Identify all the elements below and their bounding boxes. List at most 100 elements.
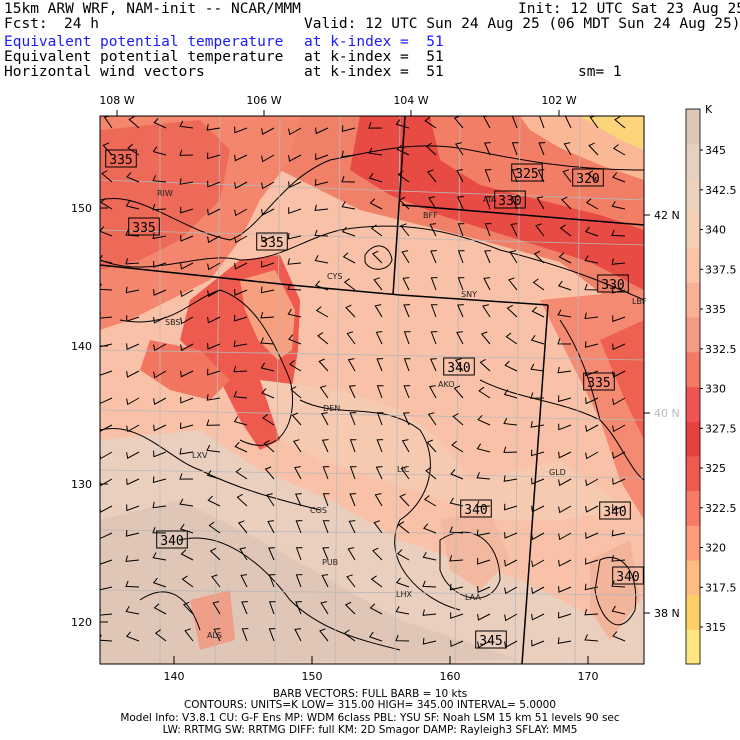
station-bff: BFF: [423, 211, 438, 220]
wind-barb: [612, 397, 626, 406]
wind-barb: [611, 200, 626, 210]
wind-barb: [585, 397, 599, 405]
colorbar-swatch: [686, 490, 700, 526]
wind-barb: [153, 289, 167, 296]
colorbar-label: 317.5: [705, 581, 737, 594]
wind-barb: [349, 439, 357, 453]
wind-barb: [557, 366, 572, 374]
wind-barb: [261, 388, 275, 399]
wind-barb: [395, 634, 410, 642]
wind-barb: [584, 255, 599, 264]
field-3-name: Horizontal wind vectors: [4, 64, 205, 80]
colorbar-label: 332.5: [705, 343, 737, 356]
wind-barb: [531, 477, 545, 485]
colorbar-swatch: [686, 282, 700, 318]
wind-barb: [206, 470, 221, 480]
lat-label-38n: 38 N: [654, 607, 680, 620]
contour-label-box: [475, 630, 507, 649]
wind-barb: [425, 142, 437, 156]
wind-barb: [349, 412, 357, 426]
colorbar-swatch: [686, 455, 700, 492]
wind-barb: [126, 478, 140, 486]
wind-barb: [530, 392, 545, 399]
wind-barb: [395, 577, 410, 588]
wind-barb: [429, 385, 437, 399]
station-sbs: SBS: [165, 318, 181, 327]
wind-barb: [531, 639, 545, 647]
wind-barb: [531, 505, 545, 513]
smoothing-value: sm= 1: [578, 64, 622, 80]
wind-barb: [457, 223, 465, 237]
wind-barb: [557, 280, 572, 291]
wind-barb: [449, 526, 464, 534]
y-label-150: 150: [71, 202, 92, 215]
wind-barb: [241, 628, 249, 642]
theta-e-field: [100, 116, 644, 664]
wind-barb: [612, 424, 626, 433]
wind-barb: [402, 277, 410, 291]
wind-barb: [536, 196, 545, 210]
wind-barb: [295, 547, 303, 561]
wind-barb: [288, 207, 302, 215]
wind-barb: [315, 153, 329, 161]
wind-barb: [558, 252, 572, 264]
wind-barb: [341, 226, 356, 237]
wind-barb: [612, 504, 626, 512]
wind-barb: [423, 523, 437, 534]
wind-barb: [128, 116, 140, 129]
wind-barb: [562, 169, 572, 183]
wind-barb: [125, 530, 140, 537]
wind-barb: [237, 520, 248, 534]
wind-barb: [100, 254, 113, 264]
wind-barb: [504, 532, 518, 539]
wind-barb: [153, 370, 167, 379]
contour-label: 345: [479, 634, 502, 649]
colorbar-label: 342.5: [705, 184, 737, 197]
wind-barb: [234, 126, 248, 134]
wind-barb: [426, 169, 437, 183]
wind-barb: [180, 370, 194, 378]
borders: [100, 116, 644, 664]
wind-barb: [558, 559, 572, 567]
wind-barb: [376, 412, 384, 426]
wind-barb: [180, 289, 194, 298]
wind-barb: [153, 117, 167, 129]
wind-barb: [400, 223, 410, 237]
wind-barb: [504, 586, 518, 595]
wind-barb: [153, 343, 167, 352]
wind-barb: [322, 547, 330, 561]
wind-barb: [233, 340, 248, 348]
wind-barb: [452, 413, 464, 426]
wind-barb: [207, 368, 221, 376]
wind-barb: [341, 176, 356, 183]
wind-barb: [349, 493, 357, 507]
wind-barb: [403, 304, 411, 318]
wind-barb: [234, 441, 248, 453]
wind-barb: [206, 444, 221, 453]
contour-label: 335: [260, 236, 283, 251]
station-sny: SNY: [461, 290, 477, 299]
wind-barb: [588, 142, 599, 156]
station-cos: COS: [310, 506, 327, 515]
colorbar-label: 315: [705, 621, 726, 634]
wind-barb: [233, 390, 248, 399]
wind-barb: [295, 520, 303, 534]
wind-barb: [346, 331, 356, 345]
wind-barb: [126, 504, 140, 512]
station-gld: GLD: [549, 468, 566, 477]
station-cys: CYS: [327, 272, 342, 281]
wind-barb: [294, 466, 302, 480]
wind-barb: [153, 603, 167, 615]
wind-barb: [125, 606, 140, 615]
contour-label-box: [256, 232, 288, 251]
wind-barb: [100, 451, 113, 460]
wind-barb: [558, 478, 572, 487]
wind-barb: [427, 412, 437, 426]
wind-barb: [295, 601, 302, 615]
wind-barb: [585, 478, 599, 487]
wind-barb: [348, 520, 356, 534]
wind-barb: [319, 628, 329, 642]
contour-label-box: [583, 372, 615, 391]
wind-barb: [422, 609, 437, 616]
wind-barb: [179, 498, 194, 507]
